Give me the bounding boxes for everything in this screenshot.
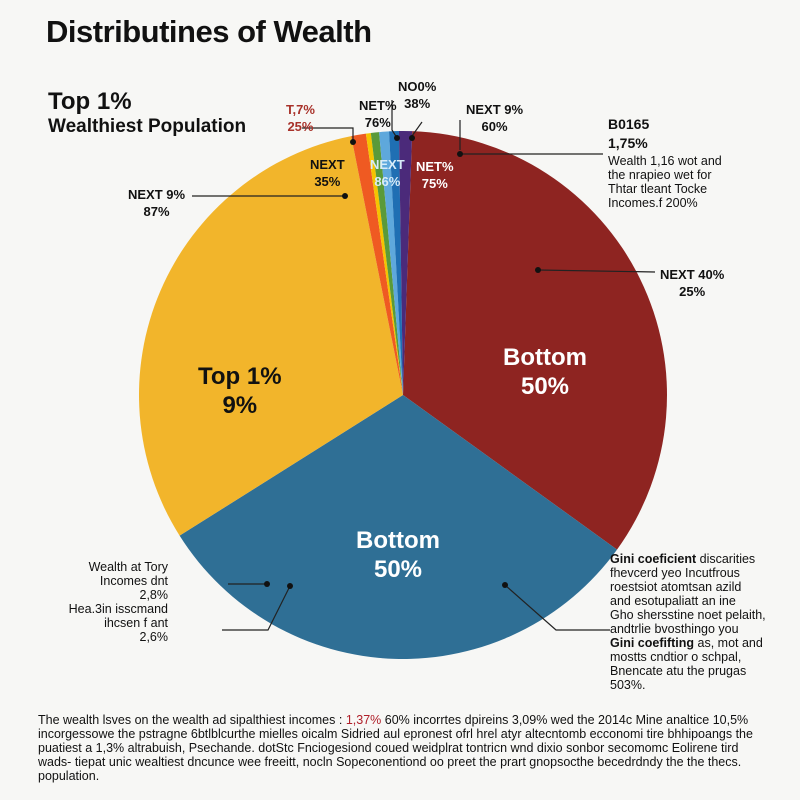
data-label: NEXT 40% 25% (660, 267, 725, 299)
data-label: NEXT 9% 60% (466, 102, 524, 134)
pie-slice-6 (379, 131, 403, 395)
leader-dot (287, 583, 293, 589)
note-line: Incomes dnt (99, 574, 168, 588)
note-line: andtrlie bvosthingo you (610, 622, 739, 636)
note-line: Wealth at Tory (88, 560, 168, 574)
data-label: NO0% 38% (398, 79, 437, 111)
leader-dot (264, 581, 270, 587)
wealth-note: Wealth 1,16 wot and the nrapieo wet for Th… (608, 154, 722, 210)
data-label: NET% 76% (359, 98, 397, 130)
subtitle-line1: Top 1% (48, 88, 132, 115)
note-line: the nrapieo wet for (608, 168, 712, 182)
leader-dot (535, 267, 541, 273)
pie-slice-7 (388, 131, 403, 396)
chart-title: Distributines of Wealth (46, 14, 372, 49)
note-line: Bnencate atu the prugas (610, 664, 747, 678)
leader-dot (350, 139, 356, 145)
data-label: B0165 1,75% (608, 116, 650, 151)
leader-line (537, 269, 656, 273)
note-line: Gini coefifting as, mot and (610, 636, 763, 650)
note-line: Wealth 1,16 wot and (608, 154, 722, 168)
leader-dot (502, 582, 508, 588)
footer-text: The wealth lsves on the wealth ad sipalt… (38, 713, 753, 783)
note-line: 2,6% (139, 630, 169, 644)
note-line: Thtar tleant Tocke (608, 182, 708, 196)
pie-slice-0 (403, 131, 667, 550)
note-line: 503%. (610, 678, 646, 692)
note-line: Incomes.f 200% (608, 196, 698, 210)
data-label: T,7% 25% (286, 102, 315, 134)
pie-slice-8 (398, 131, 413, 395)
data-label: NET% 75% (416, 159, 454, 191)
left-note: Wealth at Tory Incomes dnt 2,8% Hea.3in iss… (60, 560, 168, 644)
slice-label-bottom-red: Bottom 50% (503, 344, 587, 400)
note-line: Gini coeficient discarities (610, 552, 756, 566)
note-line: ihcsen f ant (104, 616, 168, 630)
note-line: Hea.3in isscmand (68, 602, 168, 616)
subtitle-line2: Wealthiest Population (48, 116, 247, 137)
leader-dot (394, 135, 400, 141)
note-line: 2,8% (139, 588, 169, 602)
pie-slice-5 (370, 132, 403, 395)
leader-dot (409, 135, 415, 141)
leader-line (411, 121, 423, 137)
data-label: NEXT 35% (310, 157, 345, 189)
data-label: NEXT 86% (370, 157, 405, 189)
leader-dot (457, 151, 463, 157)
note-line: and esotupaliatt an ine (610, 594, 736, 608)
note-line: roestsiot atomtsan azild (610, 580, 742, 594)
note-line: mostts cndtior o schpal, (610, 650, 742, 664)
note-line: Gho shersstine noet pelaith, (610, 608, 766, 622)
gini-note: Gini coeficient discarities fhevcerd yeo … (610, 552, 780, 692)
note-line: fhevcerd yeo Incutfrous (610, 566, 740, 580)
leader-line (391, 100, 398, 139)
slice-label-bottom-blue: Bottom 50% (356, 527, 440, 583)
pie-slice-3 (351, 133, 403, 395)
pie-slice-1 (179, 395, 618, 660)
leader-line (222, 585, 291, 631)
pie-slice-4 (365, 132, 403, 395)
leader-line (302, 127, 354, 142)
slice-label-top1: Top 1% 9% (198, 363, 282, 419)
pie-slice-2 (139, 136, 404, 536)
leader-line (504, 584, 610, 631)
data-label: NEXT 9% 87% (128, 187, 186, 219)
leader-dot (342, 193, 348, 199)
